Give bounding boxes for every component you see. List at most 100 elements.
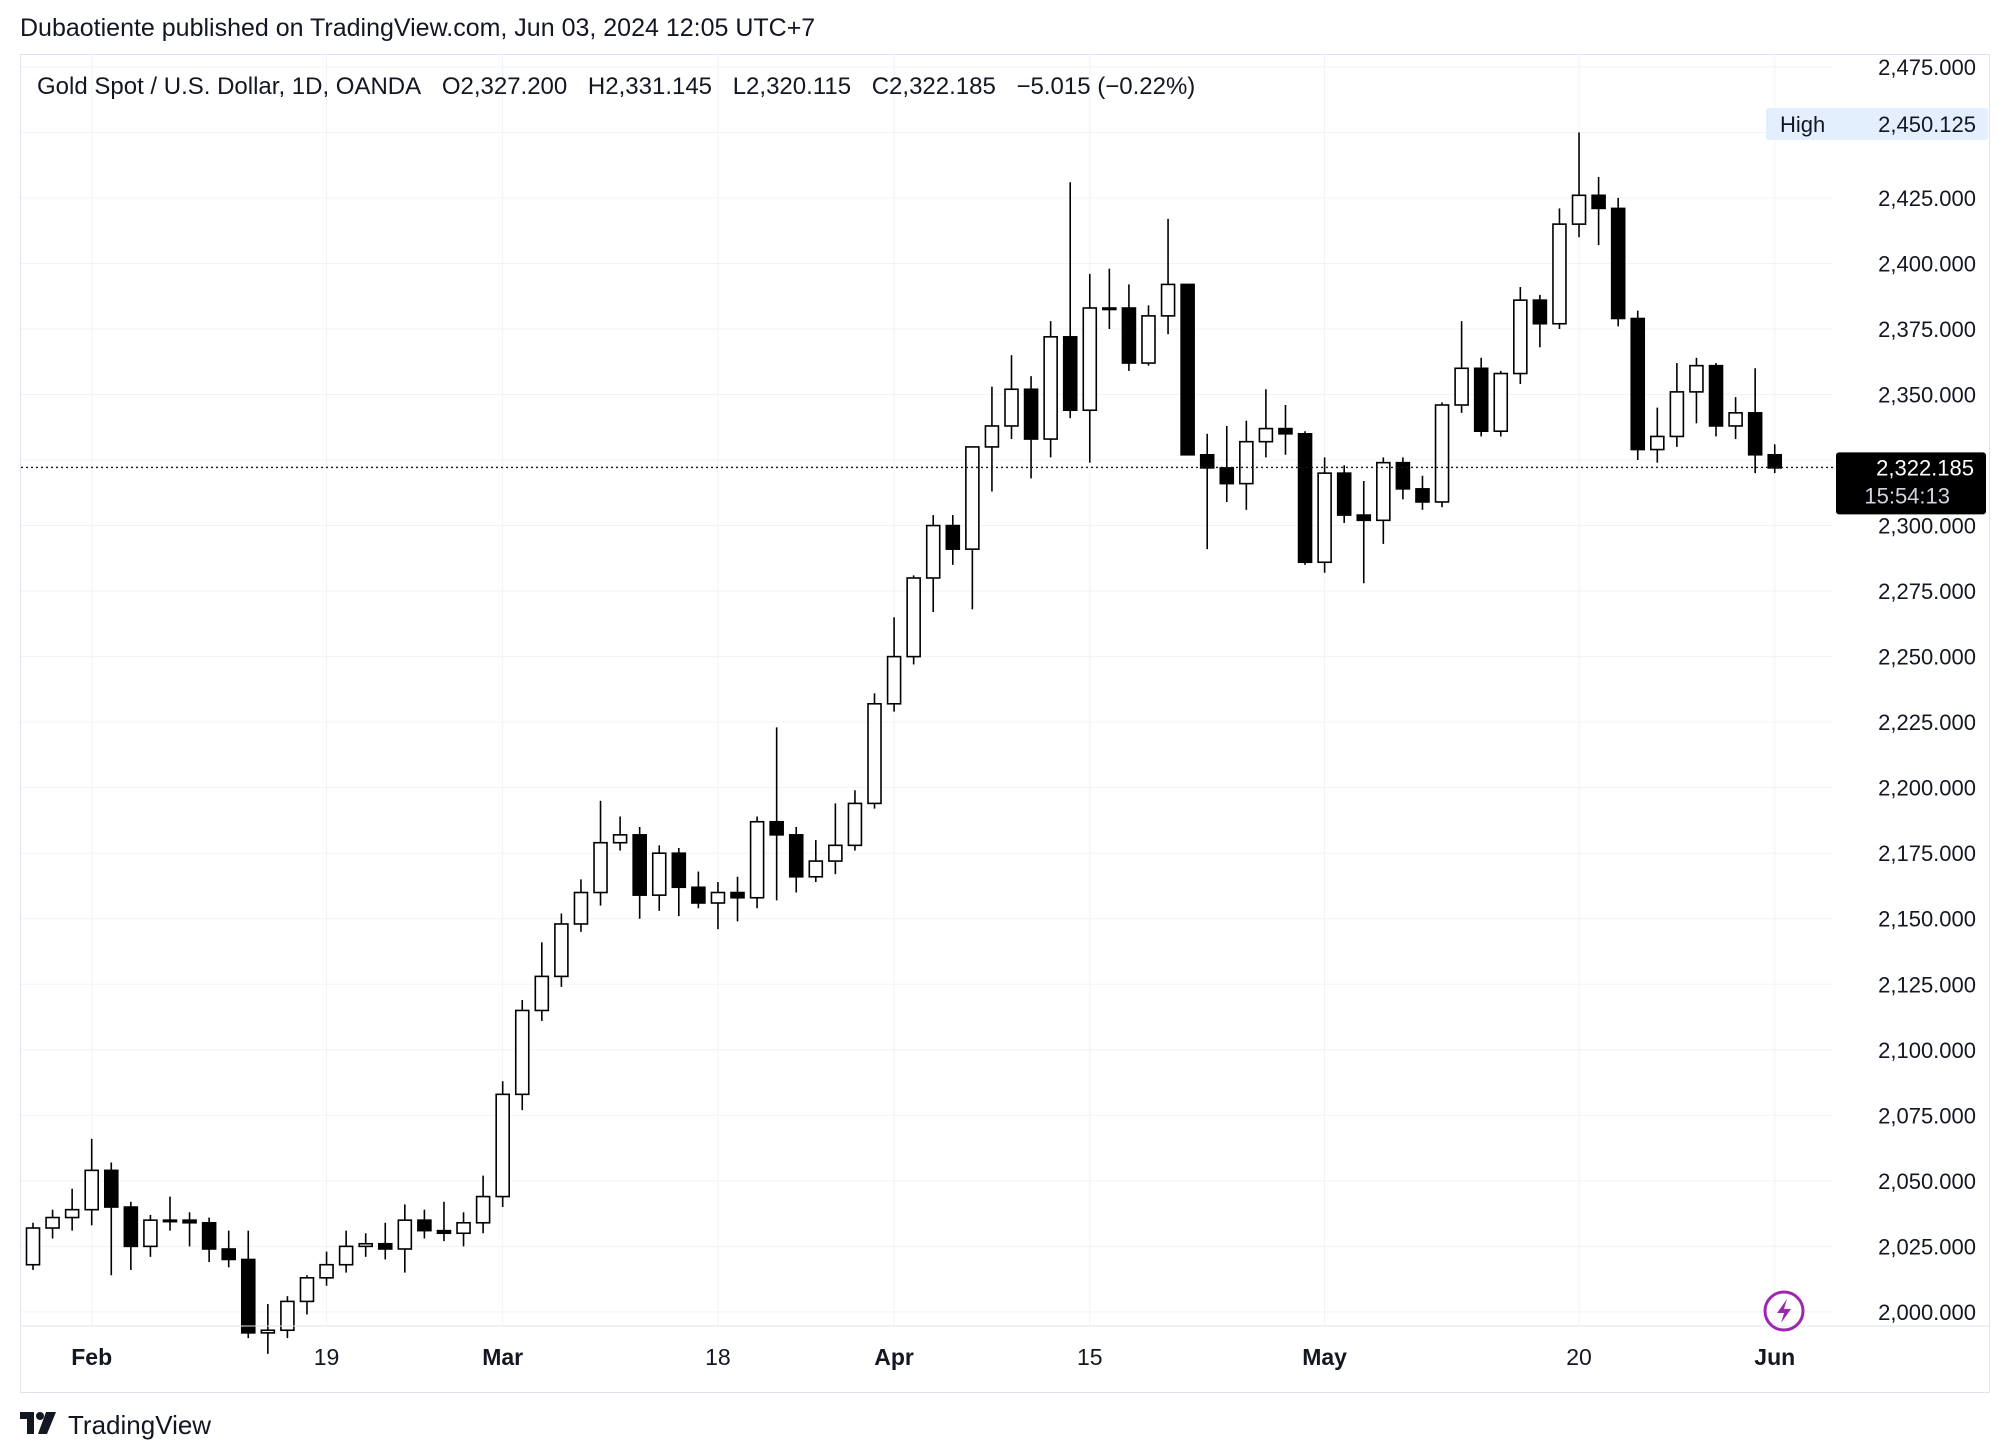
candle-body <box>1102 307 1117 311</box>
candle[interactable] <box>1297 431 1313 565</box>
candlestick-chart[interactable]: 2,000.000 2,025.000 2,050.000 2,075.000 2,10… <box>21 55 1989 1392</box>
candle[interactable] <box>1219 425 1235 502</box>
candle[interactable] <box>945 515 961 565</box>
candle[interactable] <box>788 826 804 893</box>
candle[interactable] <box>456 1212 471 1247</box>
candle[interactable] <box>906 575 921 665</box>
candle[interactable] <box>965 446 980 610</box>
candle[interactable] <box>808 840 824 883</box>
candle[interactable] <box>886 617 902 712</box>
price-axis[interactable]: 2,000.000 2,025.000 2,050.000 2,075.000 2,10… <box>1878 55 1976 1325</box>
candle[interactable] <box>671 847 687 917</box>
candle[interactable] <box>691 871 706 909</box>
candle[interactable] <box>710 882 726 930</box>
candle[interactable] <box>417 1209 432 1239</box>
candle[interactable] <box>1160 218 1176 335</box>
candle[interactable] <box>573 879 589 932</box>
candle[interactable] <box>730 876 745 922</box>
candle[interactable] <box>1571 132 1587 238</box>
candle[interactable] <box>1728 397 1743 440</box>
candles-layer[interactable] <box>25 132 1783 1354</box>
candle[interactable] <box>1708 363 1724 437</box>
candle[interactable] <box>1199 433 1215 550</box>
candle[interactable] <box>1336 465 1352 523</box>
candle[interactable] <box>534 942 550 1021</box>
candle[interactable] <box>1376 457 1391 544</box>
candle[interactable] <box>201 1217 217 1263</box>
candle[interactable] <box>593 800 608 906</box>
candle[interactable] <box>749 816 765 909</box>
candle[interactable] <box>1513 287 1528 385</box>
candle[interactable] <box>828 803 843 875</box>
candle-body <box>1219 467 1235 485</box>
candle[interactable] <box>1004 355 1019 440</box>
candle[interactable] <box>84 1138 100 1226</box>
flash-icon[interactable] <box>1763 1290 1805 1332</box>
candle[interactable] <box>1239 420 1254 510</box>
candle[interactable] <box>377 1222 393 1260</box>
candle[interactable] <box>1121 284 1137 371</box>
candle[interactable] <box>240 1230 256 1339</box>
candle[interactable] <box>45 1209 60 1239</box>
candle[interactable] <box>867 693 882 809</box>
candle[interactable] <box>1082 273 1098 463</box>
candle[interactable] <box>1493 370 1509 437</box>
candle[interactable] <box>162 1196 178 1231</box>
candle[interactable] <box>299 1275 315 1315</box>
candle[interactable] <box>1258 389 1274 458</box>
candle[interactable] <box>612 816 628 851</box>
candle[interactable] <box>1062 182 1078 419</box>
candle[interactable] <box>1415 475 1430 510</box>
candle[interactable] <box>103 1162 119 1276</box>
candle[interactable] <box>221 1230 236 1268</box>
candle[interactable] <box>1278 404 1293 455</box>
candle[interactable] <box>1747 368 1763 474</box>
candle[interactable] <box>1395 457 1411 500</box>
candle[interactable] <box>1669 363 1685 447</box>
candle[interactable] <box>1454 321 1469 413</box>
candle[interactable] <box>984 386 1000 492</box>
candle[interactable] <box>495 1081 510 1208</box>
candle[interactable] <box>338 1230 354 1273</box>
candle[interactable] <box>769 727 784 901</box>
candle[interactable] <box>358 1233 373 1257</box>
candle[interactable] <box>1532 294 1548 348</box>
candle[interactable] <box>1767 444 1783 474</box>
candle[interactable] <box>1650 407 1665 463</box>
candle[interactable] <box>1102 268 1117 329</box>
candle[interactable] <box>1689 357 1704 424</box>
chart-frame[interactable]: Gold Spot / U.S. Dollar, 1D, OANDA O2,32… <box>20 54 1990 1393</box>
candle[interactable] <box>143 1214 158 1257</box>
candle[interactable] <box>436 1201 452 1242</box>
candle[interactable] <box>260 1304 276 1354</box>
candle[interactable] <box>1630 310 1646 461</box>
time-axis[interactable]: Feb 19 Mar 18 Apr 15 May 20 Jun <box>21 1325 1989 1370</box>
candle[interactable] <box>632 826 647 919</box>
candle[interactable] <box>1043 321 1058 458</box>
candle[interactable] <box>847 790 863 851</box>
candle[interactable] <box>1552 208 1567 329</box>
tradingview-logo[interactable]: TradingView <box>20 1410 211 1441</box>
candle[interactable] <box>1473 357 1489 437</box>
candle[interactable] <box>925 515 941 613</box>
candle[interactable] <box>1356 481 1372 584</box>
candle[interactable] <box>475 1175 491 1234</box>
candle[interactable] <box>319 1251 334 1286</box>
candle[interactable] <box>1591 176 1606 246</box>
candle[interactable] <box>25 1222 41 1270</box>
candle[interactable] <box>182 1212 197 1247</box>
candle-body <box>730 891 745 899</box>
candle[interactable] <box>1317 457 1332 573</box>
candle[interactable] <box>64 1188 80 1231</box>
candle[interactable] <box>1141 305 1156 366</box>
candle[interactable] <box>1180 283 1195 456</box>
candle[interactable] <box>514 999 530 1111</box>
candle[interactable] <box>397 1204 413 1273</box>
candle[interactable] <box>1434 402 1450 508</box>
candle[interactable] <box>1610 197 1626 327</box>
candle[interactable] <box>651 845 667 911</box>
candle[interactable] <box>554 913 569 987</box>
candle[interactable] <box>123 1201 139 1270</box>
candle[interactable] <box>1023 376 1039 479</box>
candle[interactable] <box>280 1296 295 1339</box>
